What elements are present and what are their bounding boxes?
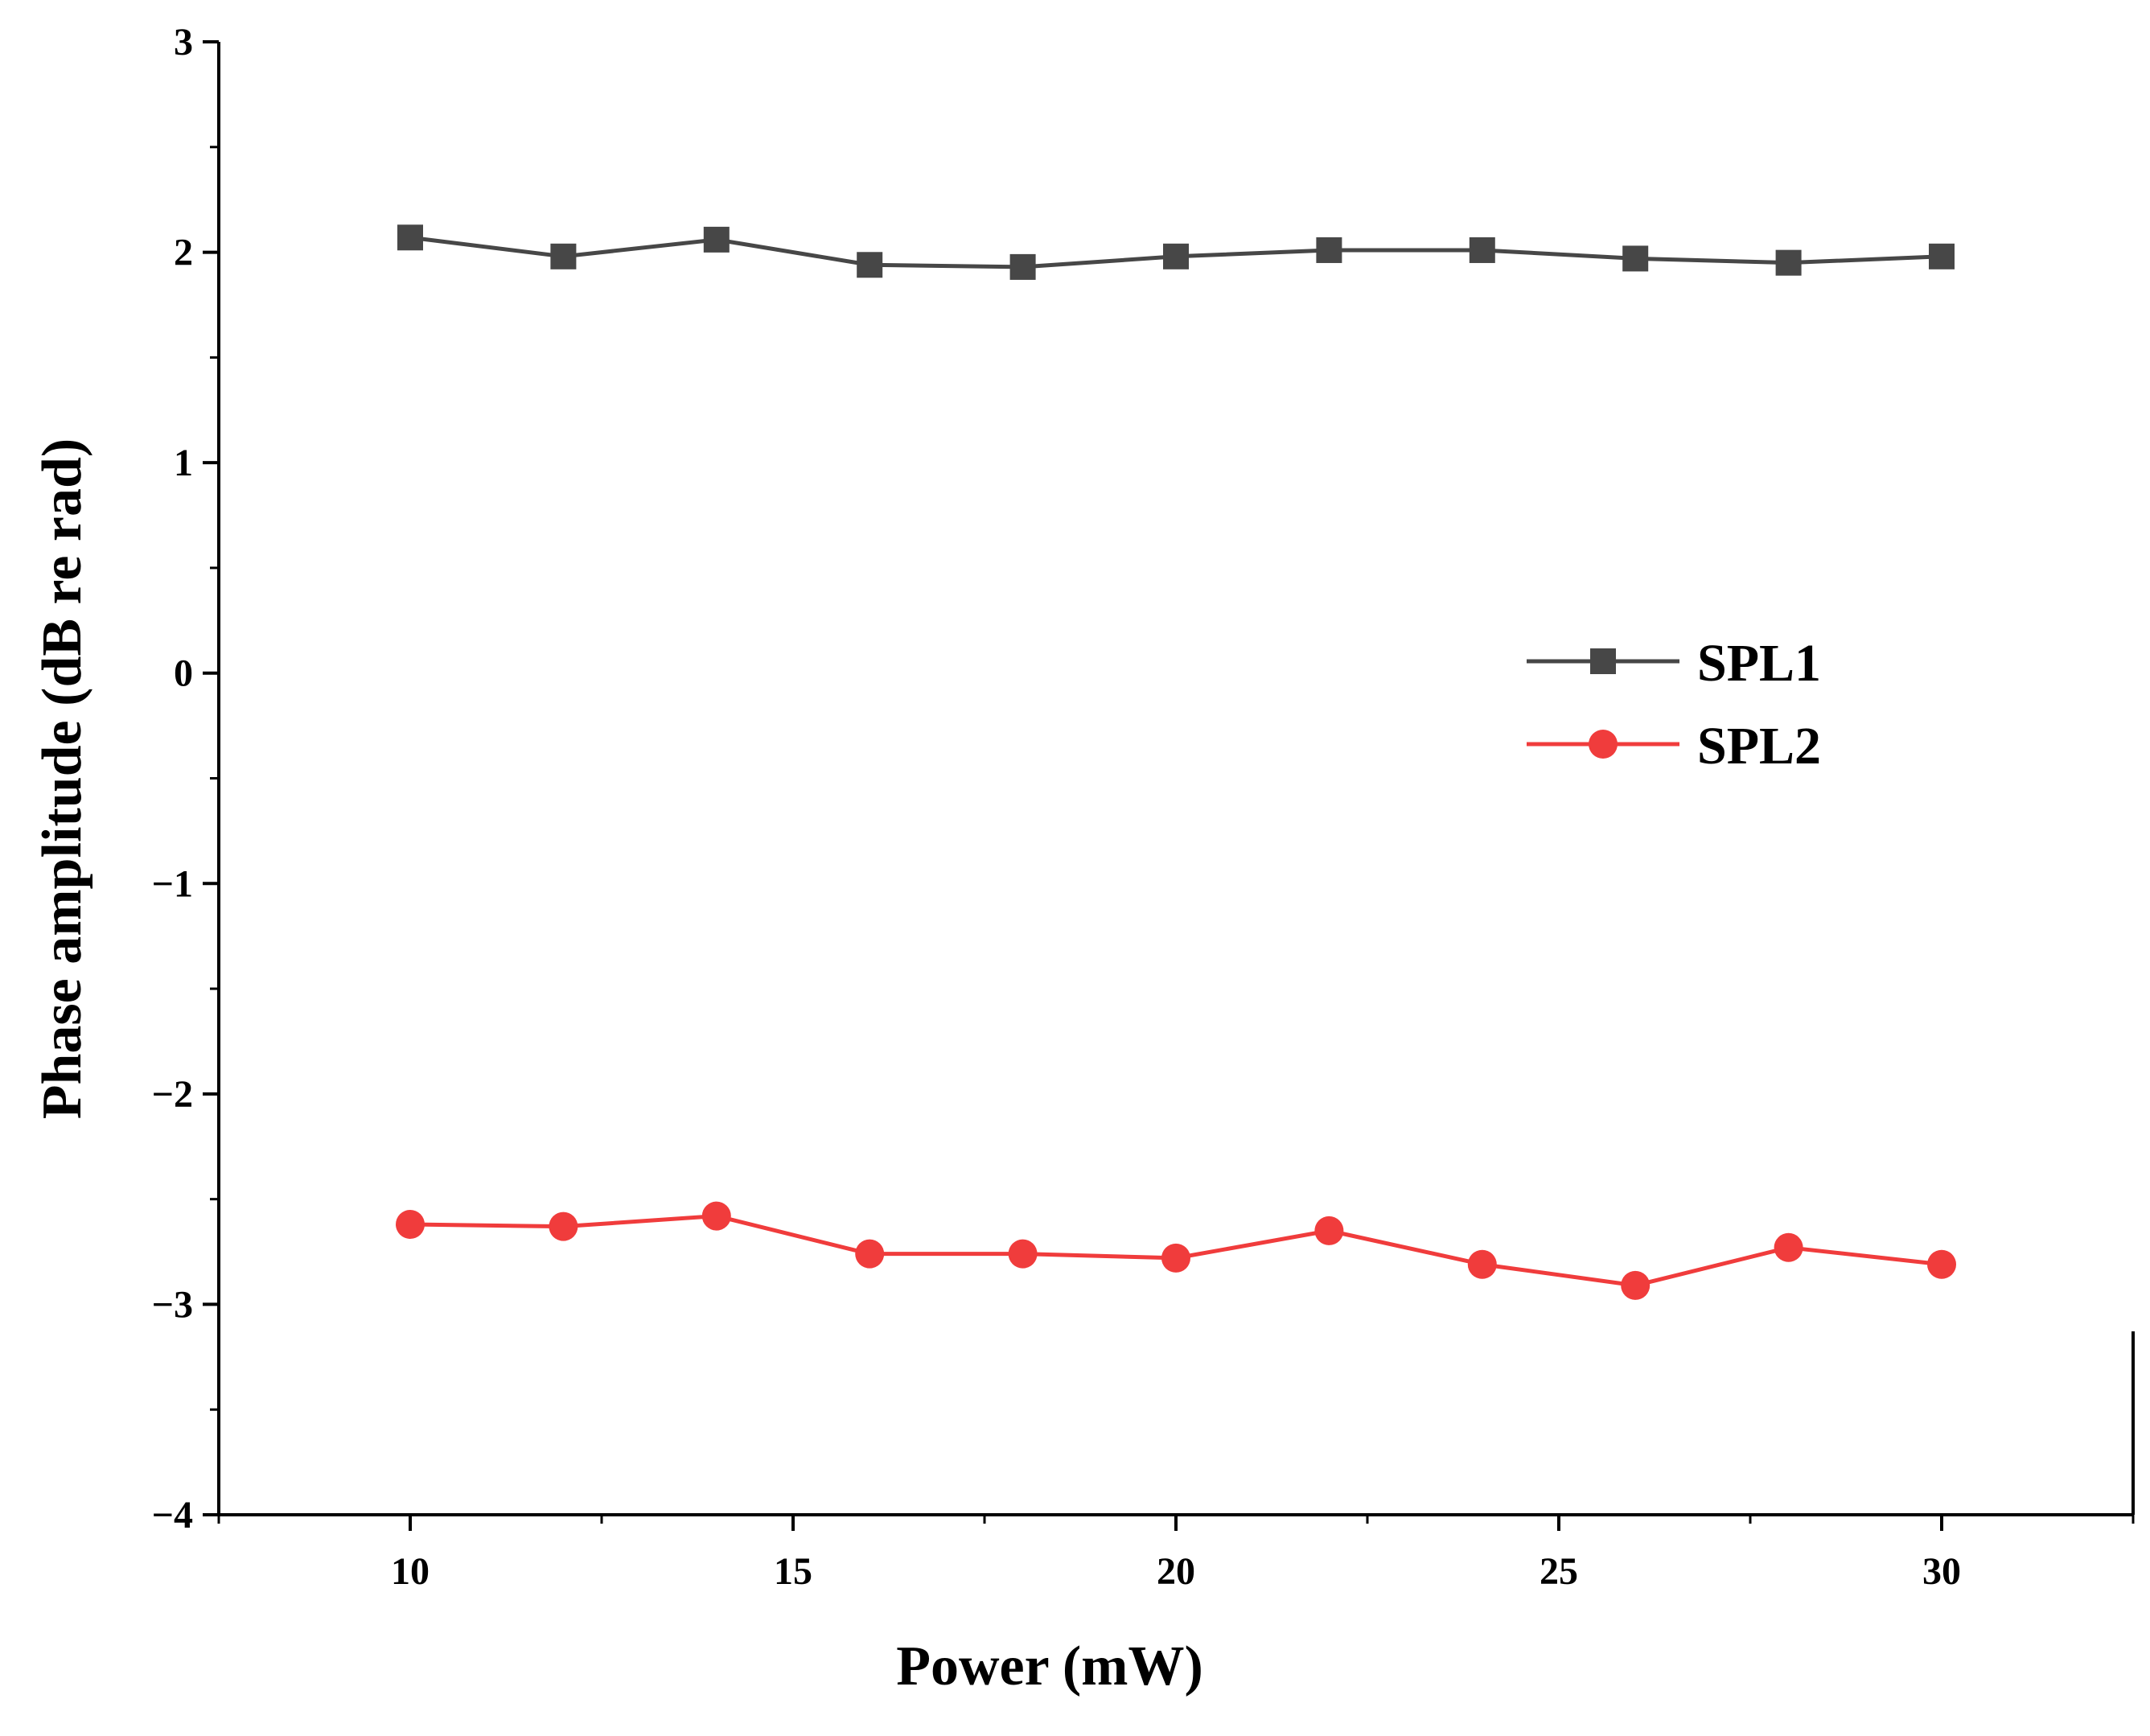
legend-marker-spl2 — [1589, 730, 1618, 759]
x-tick-label: 10 — [391, 1550, 430, 1593]
y-tick-label: −1 — [152, 862, 193, 905]
data-point-spl2 — [1161, 1244, 1190, 1273]
data-point-spl1 — [1163, 244, 1189, 269]
data-point-spl1 — [1776, 250, 1802, 276]
chart: 3 2 1 0 −1 −2 −3 −4 10 15 20 25 30 SPL1 SPL2 Power (m… — [0, 0, 2150, 1732]
legend: SPL1 SPL2 — [1527, 634, 1821, 775]
data-point-spl2 — [1314, 1216, 1343, 1245]
data-point-spl2 — [549, 1212, 578, 1241]
data-point-spl1 — [397, 224, 423, 250]
x-axis-title: Power (mW) — [896, 1635, 1203, 1697]
data-point-spl2 — [1009, 1240, 1038, 1269]
data-point-spl2 — [396, 1210, 425, 1239]
data-point-spl1 — [1316, 237, 1342, 263]
data-point-spl1 — [857, 252, 882, 278]
y-tick-label: −4 — [152, 1494, 193, 1536]
x-tick-label: 25 — [1540, 1550, 1578, 1593]
y-tick-label: −3 — [152, 1283, 193, 1326]
data-point-spl1 — [1010, 254, 1036, 280]
data-point-spl1 — [1470, 237, 1495, 263]
data-point-spl2 — [1621, 1271, 1650, 1300]
y-tick-label: 0 — [174, 652, 193, 695]
y-tick-label: 3 — [174, 21, 193, 64]
x-tick-label: 15 — [774, 1550, 812, 1593]
x-tick-label: 30 — [1922, 1550, 1961, 1593]
y-axis-title: Phase amplitude (dB re rad) — [31, 438, 93, 1120]
y-tick-label: −2 — [152, 1073, 193, 1116]
data-point-spl2 — [1774, 1233, 1803, 1262]
data-point-spl1 — [704, 227, 730, 253]
x-tick-label: 20 — [1157, 1550, 1195, 1593]
legend-label-spl2: SPL2 — [1697, 717, 1821, 775]
data-point-spl2 — [855, 1240, 884, 1269]
data-point-spl2 — [1927, 1250, 1956, 1279]
legend-marker-spl1 — [1590, 648, 1616, 674]
y-tick-label: 2 — [174, 232, 193, 274]
data-point-spl1 — [1929, 244, 1955, 269]
line-chart: 3210−1−2−3−410 15 20 25 30 SPL1SPL2 Power (m… — [0, 0, 2150, 1732]
data-point-spl2 — [1468, 1250, 1497, 1279]
legend-label-spl1: SPL1 — [1697, 634, 1821, 693]
data-point-spl1 — [1622, 245, 1648, 271]
y-tick-label: 1 — [174, 442, 193, 484]
data-point-spl2 — [702, 1202, 731, 1231]
data-point-spl1 — [550, 244, 576, 269]
